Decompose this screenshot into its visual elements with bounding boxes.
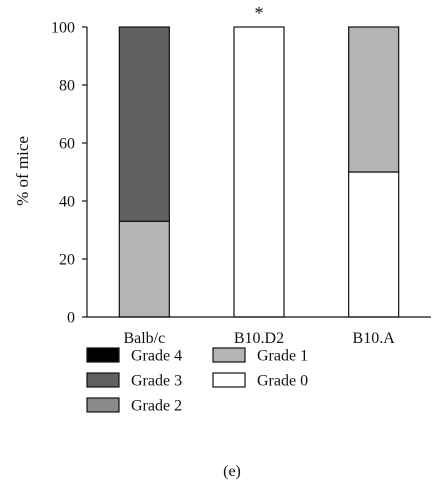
y-tick-label: 40: [59, 194, 75, 211]
legend-swatch-grade-4: [86, 347, 120, 363]
y-tick-label: 80: [59, 78, 75, 95]
bar-b10-d2: [233, 26, 285, 318]
legend: Grade 4 Grade 3 Grade 2 Grade 1 Grade 0: [86, 347, 308, 415]
y-tick-label: 60: [59, 136, 75, 153]
y-tick-label: 0: [67, 310, 75, 327]
bar-segment-b10-d2-grade-0: [233, 26, 285, 318]
legend-swatch-grade-0: [212, 372, 246, 388]
bar-segment-balb-c-grade-1: [118, 220, 170, 318]
x-axis: Balb/c B10.D2 B10.A: [87, 316, 431, 347]
legend-label-grade-1: Grade 1: [257, 348, 308, 365]
legend-label-grade-4: Grade 4: [131, 348, 182, 365]
bar-segment-b10-a-grade-1: [348, 26, 400, 173]
legend-label-grade-3: Grade 3: [131, 373, 182, 390]
panel-label: (e): [223, 463, 241, 480]
x-tick-label: B10.D2: [234, 330, 284, 347]
bars: *: [118, 3, 400, 318]
bar-balb-c: [118, 26, 170, 318]
y-tick-label: 20: [59, 252, 75, 269]
legend-swatch-grade-2: [86, 397, 120, 413]
bar-segment-balb-c-grade-3: [118, 26, 170, 222]
legend-swatch-grade-3: [86, 372, 120, 388]
significance-marker: *: [255, 3, 264, 23]
legend-label-grade-2: Grade 2: [131, 398, 182, 415]
bar-b10-a: [348, 26, 400, 318]
legend-label-grade-0: Grade 0: [257, 373, 308, 390]
x-tick-label: B10.A: [353, 330, 396, 347]
y-tick-label: 100: [51, 20, 75, 37]
y-axis: 0 20 40 60 80 100: [51, 20, 88, 327]
x-tick-label: Balb/c: [123, 330, 165, 347]
bar-segment-b10-a-grade-0: [348, 171, 400, 318]
legend-swatch-grade-1: [212, 347, 246, 363]
y-axis-label: % of mice: [13, 136, 32, 206]
